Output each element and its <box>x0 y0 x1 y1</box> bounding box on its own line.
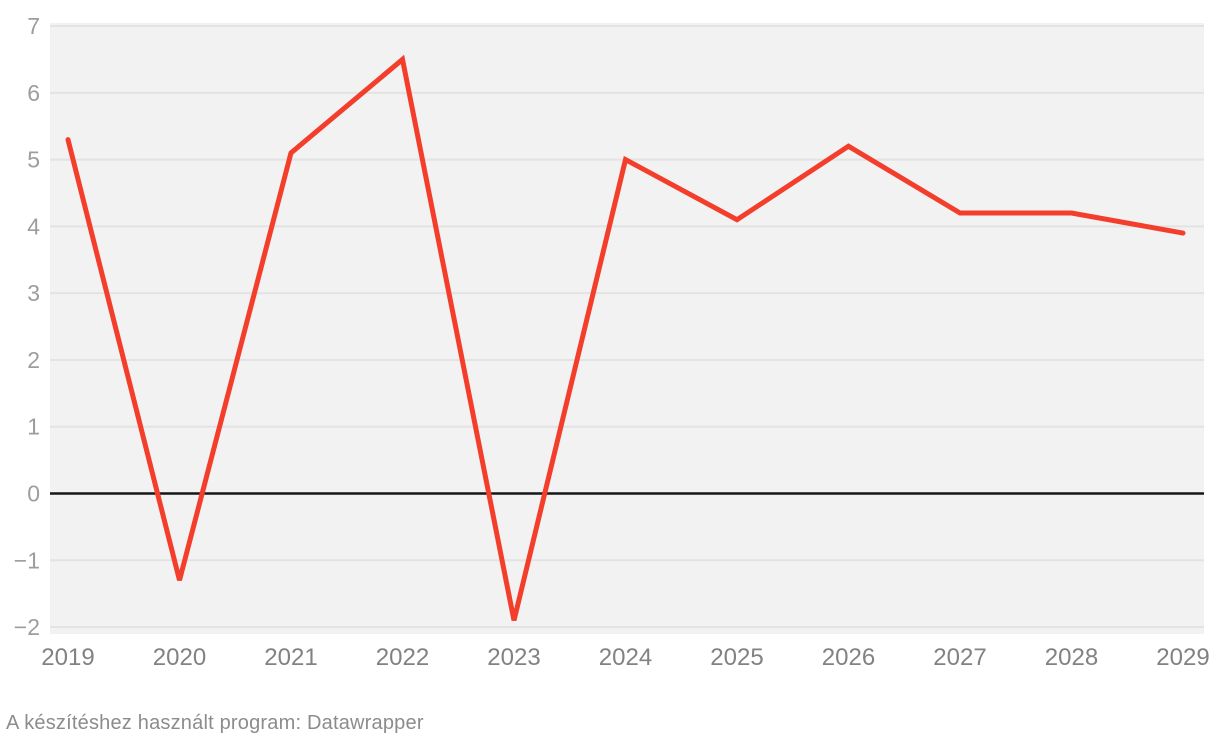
y-tick-label: 7 <box>27 13 40 39</box>
x-tick-label: 2028 <box>1045 644 1098 671</box>
x-tick-label: 2027 <box>933 644 986 671</box>
data-line-series <box>65 54 1186 621</box>
x-tick-label: 2023 <box>487 644 540 671</box>
plot-area <box>50 23 1204 634</box>
y-tick-label: −2 <box>14 614 40 640</box>
y-tick-label: −1 <box>14 547 40 573</box>
y-tick-label: 1 <box>27 414 40 440</box>
y-tick-label: 3 <box>27 280 40 306</box>
x-tick-label: 2021 <box>264 644 317 671</box>
x-tick-label: 2029 <box>1156 644 1209 671</box>
x-tick-label: 2019 <box>41 644 94 671</box>
y-tick-label: 6 <box>27 80 40 106</box>
y-tick-label: 4 <box>27 213 40 239</box>
y-tick-label: 0 <box>27 481 40 507</box>
y-tick-label: 5 <box>27 147 40 173</box>
x-tick-label: 2024 <box>599 644 652 671</box>
x-tick-label: 2025 <box>710 644 763 671</box>
x-tick-label: 2020 <box>153 644 206 671</box>
x-tick-label: 2022 <box>376 644 429 671</box>
attribution-note: A készítéshez használt program: Datawrap… <box>6 712 424 734</box>
y-tick-label: 2 <box>27 347 40 373</box>
x-tick-label: 2026 <box>822 644 875 671</box>
